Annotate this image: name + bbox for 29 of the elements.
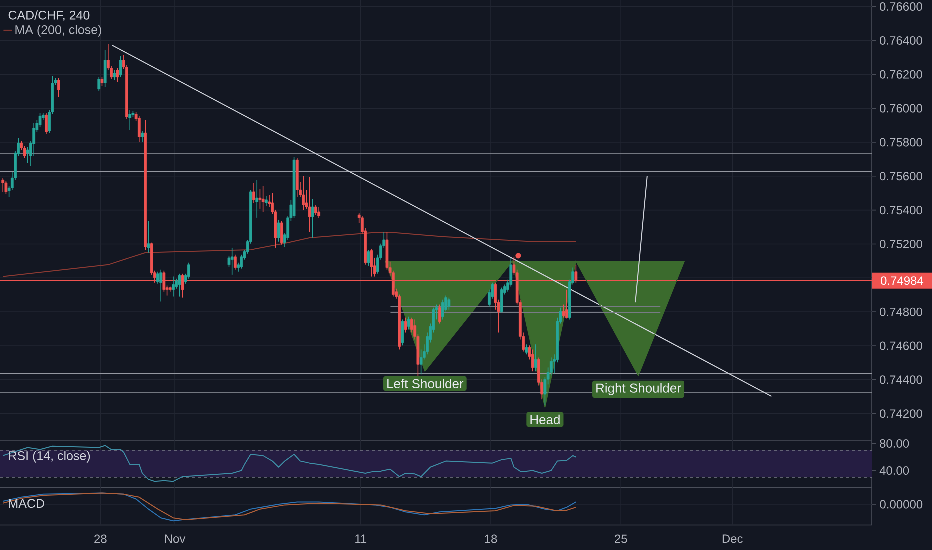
x-tick-label: Nov [165,534,186,544]
text: CAD/CHF, 240 [8,10,90,22]
y-tick-label: 0.76000 [880,104,922,113]
y-tick-label: 0.75600 [880,172,922,181]
y-tick-label: 0.74800 [880,308,922,316]
y-tick-label: 0.74200 [880,410,922,418]
x-tick-label: 18 [485,534,498,544]
legend-label: MA (200, close) [16,25,102,37]
y-tick-label: 0.76400 [880,36,922,45]
y-tick-label: 40.00 [880,466,910,476]
x-tick-label: 28 [94,534,107,544]
y-tick-label: 0.75800 [880,138,922,147]
text: 0.00000 [880,500,923,509]
x-tick-label: Dec [722,534,743,544]
y-tick-label: 0.74400 [880,376,922,384]
y-tick-label: 80.00 [880,439,910,448]
y-tick-label: 0.76200 [880,70,922,79]
annotation: Right Shoulder [596,383,682,396]
ref-line-label: 0.74984 [880,276,924,286]
chart-title: MACD [9,499,44,508]
y-tick-label: 0.76600 [880,2,922,12]
x-tick-label: 11 [356,534,367,544]
y-tick-label: 0.74600 [880,342,922,350]
x-tick-label: 25 [615,534,628,544]
y-tick-label: 0.75200 [880,240,922,248]
text: RSI (14, close) [9,451,90,463]
annotation: Left Shoulder [388,378,464,389]
annotation: Head [530,414,560,424]
y-tick-label: 0.75400 [880,206,922,215]
